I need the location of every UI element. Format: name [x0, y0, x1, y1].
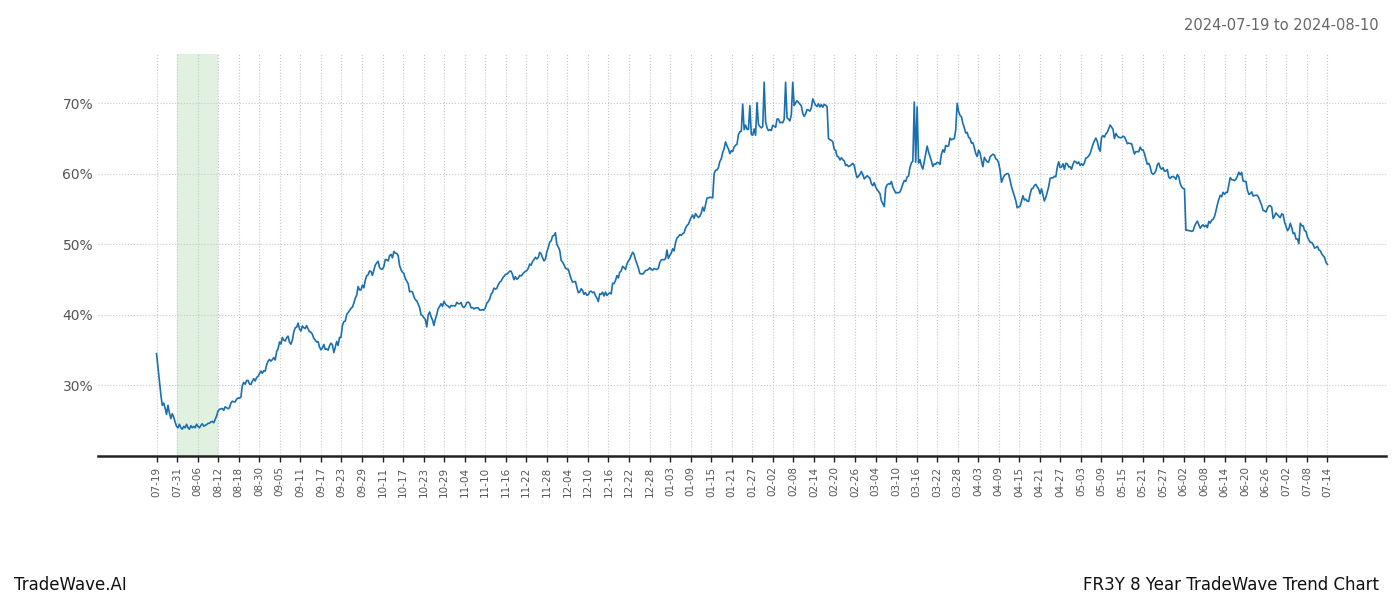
Bar — [176, 54, 217, 456]
Text: TradeWave.AI: TradeWave.AI — [14, 576, 127, 594]
Text: 2024-07-19 to 2024-08-10: 2024-07-19 to 2024-08-10 — [1184, 18, 1379, 33]
Text: FR3Y 8 Year TradeWave Trend Chart: FR3Y 8 Year TradeWave Trend Chart — [1084, 576, 1379, 594]
